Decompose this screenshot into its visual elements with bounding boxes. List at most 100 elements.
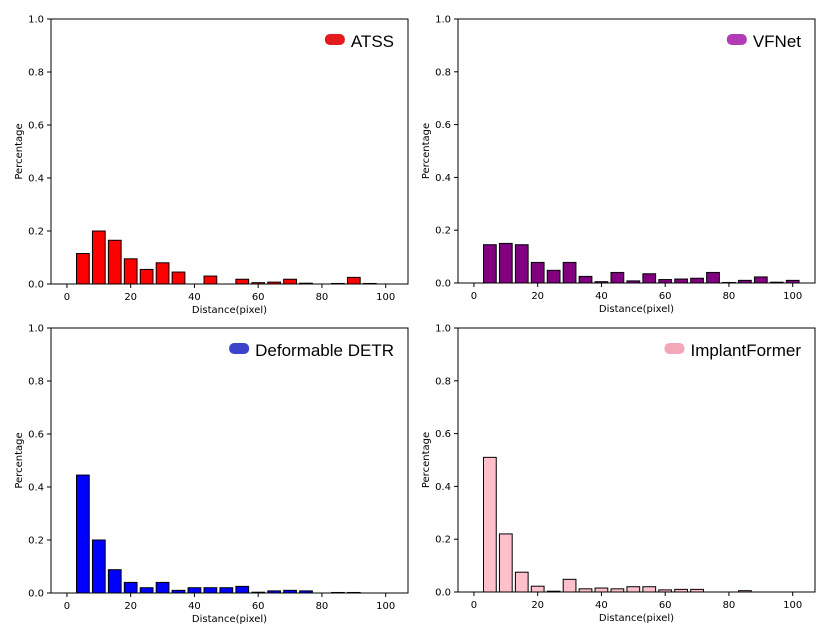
bar <box>171 271 186 285</box>
plot-frame <box>457 18 816 284</box>
x-tick-label: 80 <box>316 601 329 612</box>
bar <box>514 571 529 593</box>
bar <box>483 244 497 284</box>
bar <box>578 275 593 284</box>
bar <box>76 474 90 594</box>
x-tick-label: 40 <box>188 601 201 612</box>
y-tick-label: 0.2 <box>435 535 451 546</box>
chart-panel-1: 0 20 40 60 80 100 0.0 0.2 0.4 0.6 0.8 1.0 Distance(p… <box>421 15 816 315</box>
chart-panel-0: 0 20 40 60 80 100 0.0 0.2 0.4 0.6 0.8 1.0 Distance(p… <box>14 15 409 316</box>
legend-swatch <box>324 34 345 45</box>
bar <box>483 456 497 593</box>
x-axis-label: Distance(pixel) <box>599 613 674 624</box>
y-tick-label: 0.4 <box>435 173 451 184</box>
y-tick-label: 0.6 <box>435 120 451 131</box>
bar <box>155 262 170 285</box>
bar <box>642 586 657 593</box>
bar <box>346 276 361 285</box>
bar <box>139 268 154 285</box>
plot-frame <box>50 18 409 285</box>
y-tick-label: 0.6 <box>435 429 451 440</box>
bar <box>283 278 297 285</box>
x-tick-label: 100 <box>783 600 802 611</box>
y-tick-label: 0.0 <box>435 588 451 599</box>
x-tick-label: 20 <box>124 601 137 612</box>
bar <box>139 587 154 594</box>
legend-swatch <box>726 34 747 45</box>
bar <box>753 276 768 284</box>
bar <box>107 239 122 285</box>
bar <box>610 271 625 284</box>
bar <box>123 581 138 594</box>
x-tick-label: 40 <box>595 291 608 302</box>
chart-panel-3: 0 20 40 60 80 100 0.0 0.2 0.4 0.6 0.8 1.0 Distance(p… <box>421 324 816 624</box>
bar <box>530 261 545 284</box>
y-tick-label: 0.8 <box>28 377 44 388</box>
x-tick-label: 60 <box>659 600 672 611</box>
bar <box>203 275 218 285</box>
legend-label: ATSS <box>351 32 394 51</box>
y-tick-label: 0.4 <box>435 482 451 493</box>
x-tick-label: 60 <box>252 601 265 612</box>
chart-panel-2: 0 20 40 60 80 100 0.0 0.2 0.4 0.6 0.8 1.0 Distance(p… <box>14 324 409 625</box>
y-tick-label: 1.0 <box>28 324 44 335</box>
bar <box>658 279 673 284</box>
x-tick-label: 80 <box>316 292 329 303</box>
bar <box>530 585 545 593</box>
bar <box>123 258 138 285</box>
y-tick-label: 0.4 <box>28 174 44 185</box>
y-tick-label: 0.0 <box>28 589 44 600</box>
x-tick-label: 60 <box>659 291 672 302</box>
bar <box>91 230 106 285</box>
bar <box>187 587 202 594</box>
bar <box>514 244 529 284</box>
bar <box>642 273 657 284</box>
legend-label: Deformable DETR <box>255 341 394 360</box>
y-tick-label: 0.2 <box>28 227 44 238</box>
y-tick-label: 0.8 <box>28 68 44 79</box>
y-tick-label: 0.8 <box>435 67 451 78</box>
bar <box>91 539 106 594</box>
bar <box>235 585 250 594</box>
bar <box>235 278 250 285</box>
y-axis-label: Percentage <box>421 432 432 488</box>
x-tick-label: 80 <box>723 291 736 302</box>
bar <box>546 269 561 284</box>
bar <box>498 533 513 593</box>
bar <box>219 587 234 594</box>
x-tick-label: 20 <box>124 292 137 303</box>
legend-swatch <box>229 343 250 354</box>
bar <box>203 587 218 594</box>
x-tick-label: 20 <box>531 600 544 611</box>
y-tick-label: 0.4 <box>28 483 44 494</box>
y-tick-label: 0.8 <box>435 376 451 387</box>
x-tick-label: 20 <box>531 291 544 302</box>
x-axis-label: Distance(pixel) <box>599 304 674 315</box>
y-tick-label: 0.0 <box>28 280 44 291</box>
bar <box>562 578 577 593</box>
bar <box>594 587 609 593</box>
legend-label: ImplantFormer <box>690 341 801 360</box>
x-tick-label: 40 <box>595 600 608 611</box>
bar <box>498 242 513 284</box>
y-axis-label: Percentage <box>421 123 432 179</box>
legend-label: VFNet <box>753 32 801 51</box>
bar <box>706 271 720 284</box>
y-tick-label: 0.6 <box>28 121 44 132</box>
x-tick-label: 60 <box>252 292 265 303</box>
x-tick-label: 0 <box>64 601 70 612</box>
x-axis-label: Distance(pixel) <box>192 614 267 625</box>
x-tick-label: 0 <box>471 600 477 611</box>
y-axis-label: Percentage <box>14 432 25 488</box>
bar <box>155 581 170 594</box>
x-axis-label: Distance(pixel) <box>192 305 267 316</box>
y-tick-label: 1.0 <box>435 15 451 26</box>
x-tick-label: 100 <box>783 291 802 302</box>
x-tick-label: 0 <box>64 292 70 303</box>
x-tick-label: 0 <box>471 291 477 302</box>
bar <box>76 253 90 285</box>
y-tick-label: 1.0 <box>28 15 44 26</box>
y-tick-label: 0.2 <box>28 536 44 547</box>
plot-frame <box>457 327 816 593</box>
x-tick-label: 100 <box>376 601 395 612</box>
